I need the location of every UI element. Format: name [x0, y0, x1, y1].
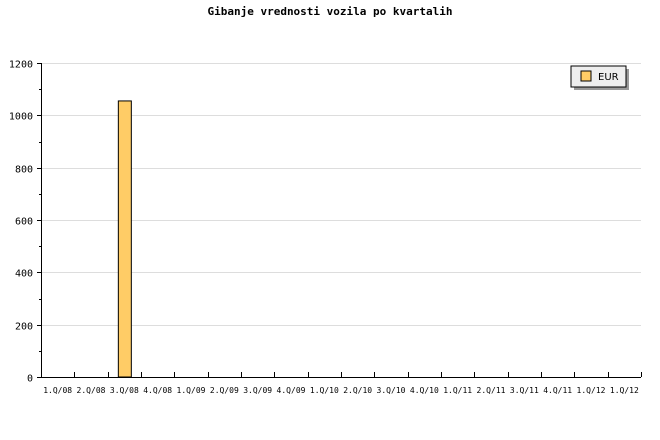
axes — [41, 63, 641, 378]
x-tick-label: 1.Q/12 — [610, 386, 639, 395]
x-tick-label: 4.Q/08 — [143, 386, 172, 395]
x-tick-label: 1.Q/11 — [443, 386, 472, 395]
chart-title: Gibanje vrednosti vozila po kvartalih — [207, 5, 452, 18]
x-tick-label: 4.Q/11 — [543, 386, 572, 395]
x-tick-label: 3.Q/09 — [243, 386, 272, 395]
x-tick-label: 2.Q/09 — [210, 386, 239, 395]
y-tick-label: 1000 — [9, 112, 33, 123]
y-tick-label: 600 — [15, 217, 33, 228]
y-axis-ticks: 0 200 400 600 800 1000 1200 — [9, 60, 41, 385]
gridlines — [41, 63, 641, 326]
x-tick-label: 3.Q/08 — [110, 386, 139, 395]
y-tick-label: 0 — [27, 374, 33, 385]
x-tick-label: 1.Q/09 — [177, 386, 206, 395]
bar-3.Q/08 — [117, 100, 132, 378]
legend-label-eur: EUR — [598, 72, 619, 83]
x-tick-label: 2.Q/10 — [343, 386, 372, 395]
x-tick-label: 1.Q/12 — [577, 386, 606, 395]
x-tick-label: 1.Q/08 — [43, 386, 72, 395]
y-tick-label: 400 — [15, 269, 33, 280]
x-tick-label: 4.Q/10 — [410, 386, 439, 395]
y-tick-label: 800 — [15, 165, 33, 176]
x-axis-ticks: 1.Q/08 2.Q/08 3.Q/08 4.Q/08 1.Q/09 2.Q/09 3.Q/… — [43, 372, 642, 395]
y-tick-label: 200 — [15, 322, 33, 333]
x-tick-label: 1.Q/10 — [310, 386, 339, 395]
x-tick-label: 3.Q/10 — [377, 386, 406, 395]
legend: EUR — [570, 65, 629, 90]
x-tick-label: 2.Q/08 — [77, 386, 106, 395]
x-tick-label: 4.Q/09 — [277, 386, 306, 395]
x-tick-label: 3.Q/11 — [510, 386, 539, 395]
legend-swatch-eur — [580, 70, 592, 82]
bars — [117, 100, 132, 378]
x-tick-label: 2.Q/11 — [477, 386, 506, 395]
y-tick-label: 1200 — [9, 60, 33, 71]
